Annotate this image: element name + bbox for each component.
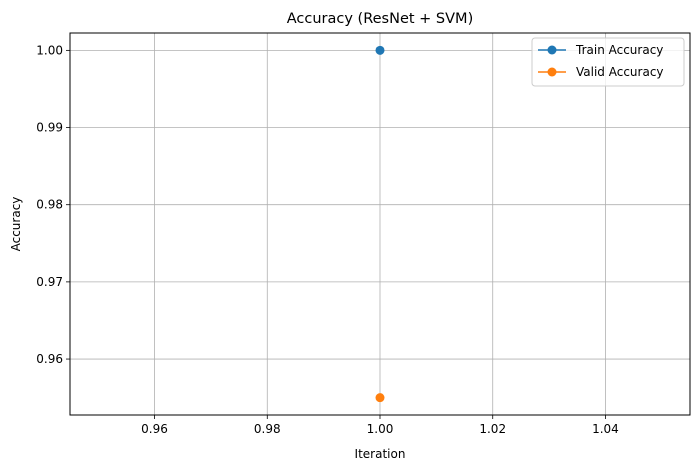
- y-tick-label: 0.99: [36, 121, 63, 135]
- valid-data-point: [375, 393, 385, 403]
- legend-frame: [531, 37, 685, 87]
- legend-train-label: Train Accuracy: [575, 43, 663, 57]
- series-layer: [375, 45, 385, 403]
- chart-title: Accuracy (ResNet + SVM): [287, 11, 473, 27]
- ticks-layer: 0.96 0.98 1.00 1.02 1.04 0.96 0.97 0.98 0.99 1.00: [36, 43, 619, 436]
- legend: Train Accuracy Valid Accuracy: [531, 37, 685, 87]
- x-tick-label: 1.02: [479, 422, 506, 436]
- x-tick-label: 0.96: [141, 422, 168, 436]
- x-tick-label: 0.98: [254, 422, 281, 436]
- train-data-point: [375, 45, 385, 55]
- y-tick-label: 0.98: [36, 198, 63, 212]
- x-tick-label: 1.04: [592, 422, 619, 436]
- x-tick-label: 1.00: [367, 422, 394, 436]
- y-tick-label: 0.97: [36, 275, 63, 289]
- grid-layer: [70, 33, 690, 415]
- legend-train-marker: [547, 45, 557, 55]
- y-tick-label: 0.96: [36, 352, 63, 366]
- legend-valid-label: Valid Accuracy: [576, 65, 664, 79]
- y-tick-label: 1.00: [36, 43, 63, 57]
- y-axis-label: Accuracy: [9, 197, 23, 252]
- legend-valid-marker: [547, 67, 557, 77]
- x-axis-label: Iteration: [355, 447, 406, 461]
